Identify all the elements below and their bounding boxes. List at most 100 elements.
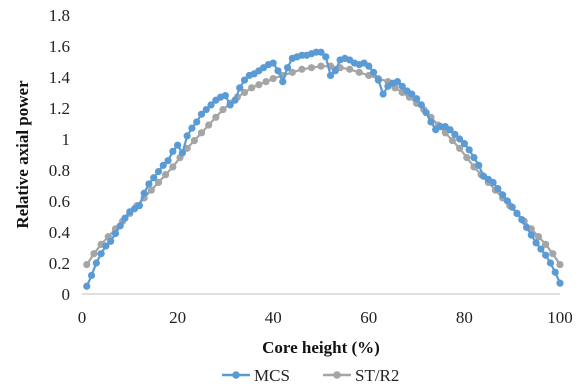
series-line-1 — [85, 65, 561, 266]
legend-label: ST/R2 — [355, 366, 399, 385]
data-point — [207, 101, 215, 109]
x-tick-labels: 0 20 40 60 80 100 — [78, 308, 573, 327]
y-tick-label: 0.2 — [49, 254, 70, 273]
data-point — [532, 239, 540, 247]
y-axis-title: Relative axial power — [13, 80, 32, 229]
data-point — [262, 78, 270, 86]
data-point — [326, 71, 335, 80]
data-point — [413, 95, 421, 103]
data-point — [451, 130, 459, 138]
data-point — [83, 260, 91, 269]
data-point — [534, 233, 543, 241]
data-point — [231, 96, 239, 104]
data-point — [140, 189, 148, 197]
data-point — [427, 118, 435, 126]
data-point — [448, 136, 457, 145]
data-point — [255, 81, 263, 89]
data-point — [154, 167, 163, 176]
data-point — [298, 65, 306, 73]
data-point — [147, 186, 155, 194]
data-point — [90, 250, 98, 258]
data-point — [475, 161, 483, 169]
data-point — [374, 76, 382, 84]
data-point — [365, 62, 373, 70]
data-point — [556, 260, 564, 269]
data-point — [331, 67, 339, 75]
data-point — [202, 105, 210, 114]
data-point — [369, 68, 378, 76]
data-point — [236, 84, 244, 92]
data-point — [188, 124, 196, 132]
data-point — [159, 161, 167, 169]
data-point — [503, 197, 512, 205]
data-point — [456, 144, 464, 152]
x-tick-label: 0 — [78, 308, 87, 327]
data-point — [269, 59, 277, 67]
y-tick-label: 0.8 — [49, 161, 70, 180]
data-point — [92, 259, 100, 267]
data-point — [174, 141, 182, 149]
data-point — [219, 105, 227, 114]
data-point — [97, 250, 105, 258]
data-point — [546, 259, 555, 267]
data-point — [154, 178, 163, 186]
data-point — [87, 271, 96, 279]
y-tick-label: 1.2 — [49, 99, 70, 118]
data-point — [274, 67, 282, 75]
data-point — [417, 101, 425, 109]
data-point — [162, 171, 170, 179]
data-point — [542, 251, 550, 259]
y-tick-label: 0 — [62, 285, 71, 304]
x-tick-label: 100 — [547, 308, 573, 327]
data-point — [221, 92, 229, 100]
data-point — [183, 132, 191, 140]
x-axis-title: Core height (%) — [262, 338, 380, 357]
data-point — [83, 282, 91, 290]
x-tick-label: 40 — [265, 308, 282, 327]
data-point — [489, 178, 497, 186]
data-point — [240, 88, 249, 97]
data-point — [346, 65, 354, 73]
x-tick-label: 80 — [456, 308, 473, 327]
data-point — [460, 140, 468, 148]
data-point — [102, 242, 110, 250]
data-point — [508, 203, 516, 211]
legend-swatch-marker — [333, 371, 341, 379]
legend-item-1: ST/R2 — [323, 366, 399, 385]
data-point — [111, 229, 120, 238]
data-point — [317, 62, 325, 70]
y-tick-label: 1 — [62, 130, 71, 149]
data-point — [226, 101, 234, 109]
data-point — [197, 129, 206, 137]
data-point — [269, 74, 277, 83]
legend-label: MCS — [254, 366, 290, 385]
data-point — [178, 149, 186, 157]
data-point — [494, 185, 502, 193]
data-point — [527, 231, 535, 239]
data-point — [551, 268, 559, 276]
data-point — [116, 222, 124, 230]
data-point — [307, 64, 316, 72]
data-point — [169, 163, 177, 171]
data-point — [322, 53, 330, 61]
data-point — [422, 109, 430, 117]
data-point — [470, 154, 478, 162]
data-point — [135, 202, 143, 210]
y-tick-label: 0.4 — [49, 223, 71, 242]
data-point — [288, 68, 296, 76]
data-point — [279, 78, 287, 86]
data-point — [197, 110, 206, 118]
data-point — [150, 174, 158, 182]
data-point — [283, 64, 292, 72]
x-tick-label: 60 — [360, 308, 377, 327]
data-point — [164, 157, 172, 165]
data-point — [379, 90, 387, 98]
legend-swatch-marker — [232, 371, 240, 379]
data-point — [518, 216, 526, 224]
data-point — [248, 84, 256, 92]
data-point — [465, 146, 473, 154]
data-point — [537, 245, 545, 253]
data-point — [549, 250, 557, 258]
data-point — [556, 279, 564, 287]
